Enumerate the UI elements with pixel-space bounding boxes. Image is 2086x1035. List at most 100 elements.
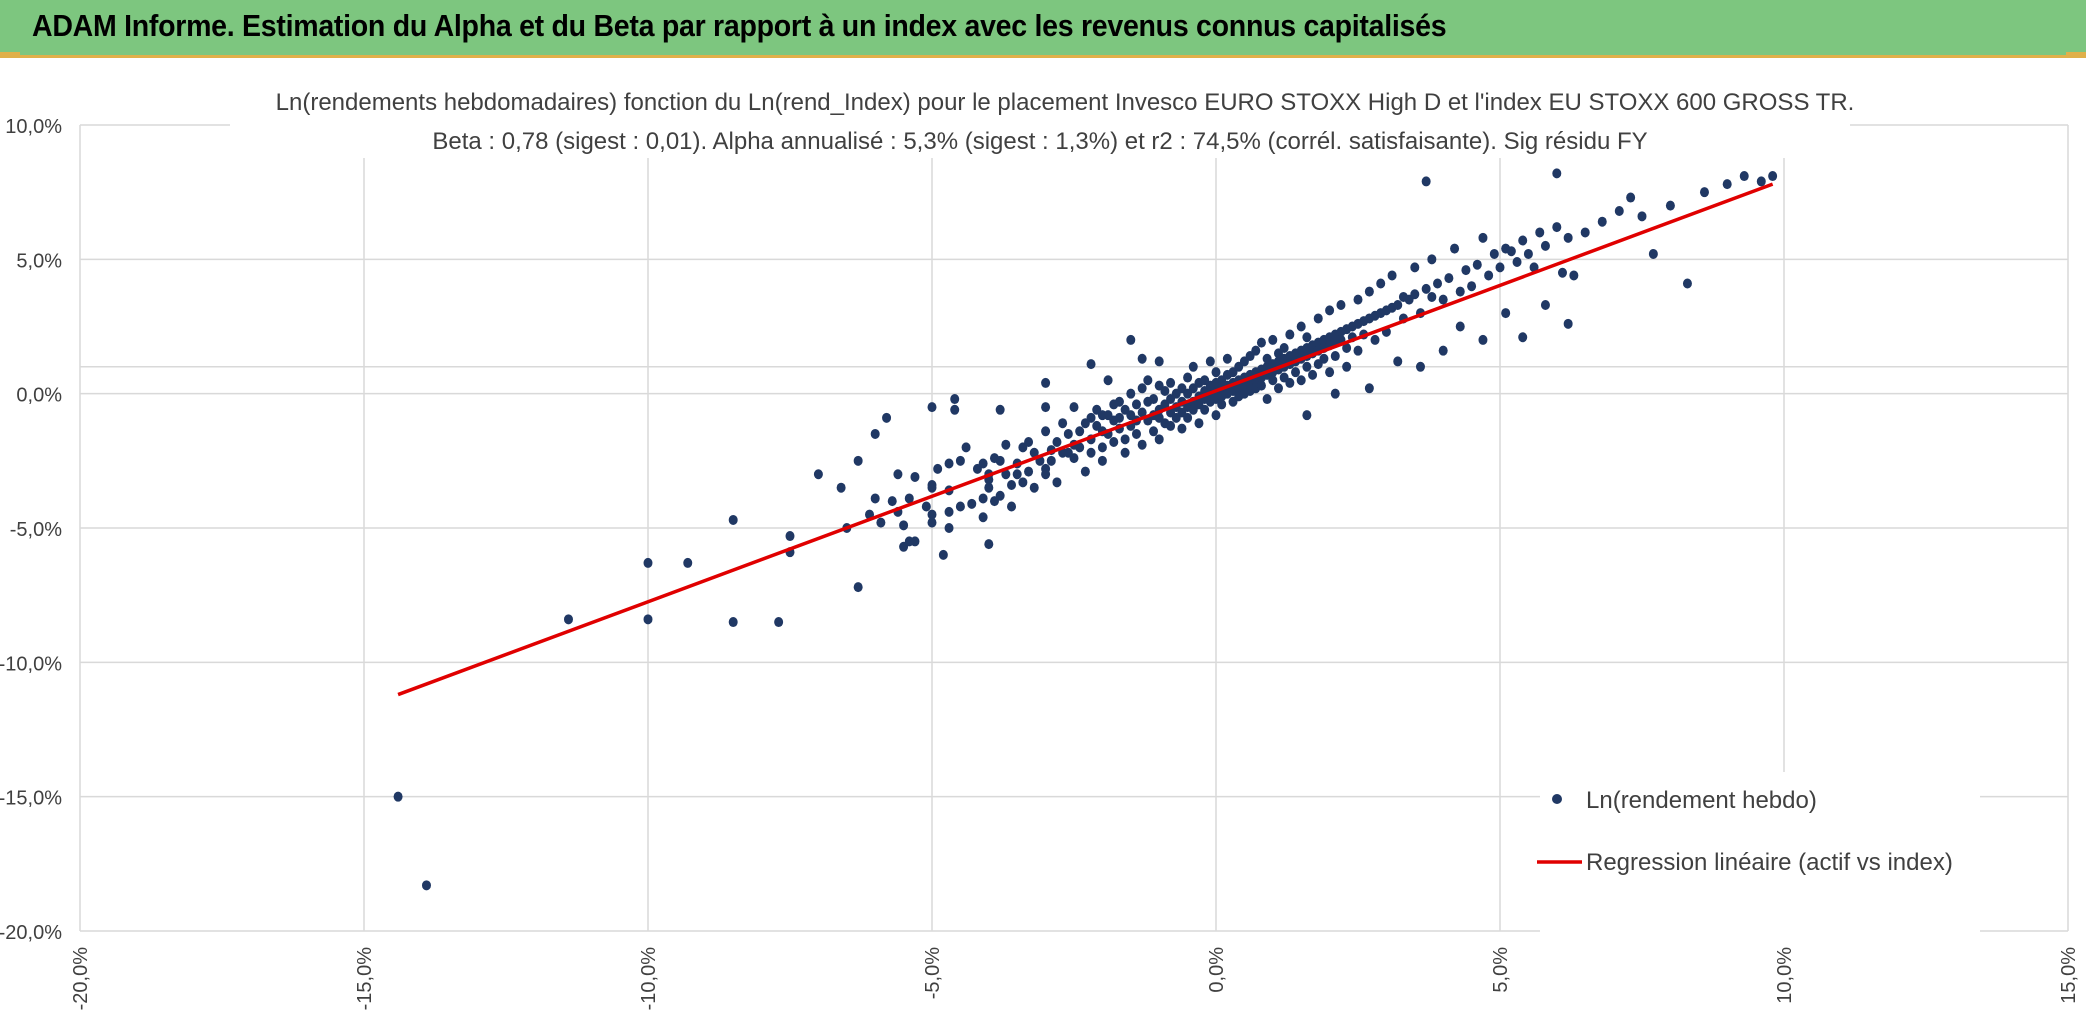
scatter-point (774, 617, 784, 628)
scatter-point (1325, 367, 1335, 378)
scatter-point (876, 517, 886, 528)
scatter-point (1296, 375, 1306, 386)
scatter-point (1302, 410, 1312, 421)
scatter-point (1007, 501, 1017, 512)
scatter-point (1018, 477, 1028, 488)
scatter-point (938, 549, 948, 560)
scatter-point (1699, 187, 1709, 198)
scatter-point (893, 469, 903, 480)
y-axis-tick-labels: 10,0% 5,0% 0,0% -5,0% -10,0% -15,0% -20,0% (0, 116, 62, 944)
scatter-point (1563, 318, 1573, 329)
scatter-point (1597, 216, 1607, 227)
scatter-point (1330, 351, 1340, 362)
scatter-point (1415, 361, 1425, 372)
scatter-point (978, 512, 988, 523)
y-tick-label: -20,0% (0, 922, 62, 944)
scatter-point (995, 404, 1005, 415)
scatter-point (1569, 270, 1579, 281)
scatter-point (899, 520, 909, 531)
y-tick-label: -15,0% (0, 788, 62, 810)
scatter-point (995, 455, 1005, 466)
scatter-point (1194, 418, 1204, 429)
scatter-point (1472, 259, 1482, 270)
scatter-point (1421, 176, 1431, 187)
scatter-point (1336, 300, 1346, 311)
scatter-point (978, 493, 988, 504)
scatter-point (1109, 437, 1119, 448)
scatter-point (1183, 372, 1193, 383)
scatter-point (1103, 375, 1113, 386)
scatter-point (1364, 286, 1374, 297)
scatter-point (1438, 345, 1448, 356)
scatter-point (950, 394, 960, 405)
scatter-point (1007, 480, 1017, 491)
scatter-point (933, 463, 943, 474)
scatter-point (1154, 356, 1164, 367)
scatter-point (1075, 426, 1085, 437)
scatter-point (1614, 205, 1624, 216)
scatter-point (1444, 273, 1454, 284)
y-tick-label: 0,0% (16, 385, 62, 407)
scatter-point (1097, 442, 1107, 453)
chart-legend: Ln(rendement hebdo) Regression linéaire … (1537, 772, 1980, 944)
scatter-point (1291, 367, 1301, 378)
scatter-point (1063, 428, 1073, 439)
scatter-point (1137, 353, 1147, 364)
x-tick-label: -10,0% (638, 947, 660, 1011)
scatter-point (1455, 321, 1465, 332)
scatter-point (1149, 426, 1159, 437)
scatter-point (1518, 332, 1528, 343)
scatter-point (1535, 227, 1545, 238)
scatter-point (955, 455, 965, 466)
scatter-point (1478, 232, 1488, 243)
scatter-point (563, 614, 573, 625)
scatter-point (1302, 332, 1312, 343)
scatter-point (1012, 469, 1022, 480)
scatter-point (955, 501, 965, 512)
scatter-point (1001, 439, 1011, 450)
scatter-point (1080, 466, 1090, 477)
scatter-point (1410, 289, 1420, 300)
x-tick-label: -5,0% (922, 947, 944, 999)
scatter-point (1461, 265, 1471, 276)
scatter-point (1552, 168, 1562, 179)
report-title: ADAM Informe. Estimation du Alpha et du … (32, 8, 1447, 43)
scatter-point (1682, 278, 1692, 289)
scatter-point (1648, 248, 1658, 259)
scatter-point (927, 509, 937, 520)
scatter-point (1319, 353, 1329, 364)
scatter-point (1506, 246, 1516, 257)
scatter-point (813, 469, 823, 480)
scatter-point (927, 402, 937, 413)
scatter-point (1217, 399, 1227, 410)
scatter-point (1563, 232, 1573, 243)
scatter-point (978, 458, 988, 469)
scatter-point (785, 531, 795, 542)
scatter-point (1279, 342, 1289, 353)
scatter-point (1075, 442, 1085, 453)
scatter-point (643, 557, 653, 568)
x-tick-label: 5,0% (1490, 947, 1512, 993)
scatter-point (1438, 294, 1448, 305)
scatter-point (1484, 270, 1494, 281)
scatter-point (1137, 383, 1147, 394)
scatter-point (1046, 455, 1056, 466)
scatter-point (1041, 469, 1051, 480)
scatter-point (1296, 321, 1306, 332)
scatter-point (1637, 211, 1647, 222)
scatter-point (1523, 248, 1533, 259)
scatter-point (1529, 262, 1539, 273)
scatter-point (728, 617, 738, 628)
scatter-point (1540, 240, 1550, 251)
scatter-point (1285, 329, 1295, 340)
scatter-point (1137, 439, 1147, 450)
scatter-point (1131, 399, 1141, 410)
scatter-point (1739, 171, 1749, 182)
scatter-point (1024, 437, 1034, 448)
x-tick-label: 15,0% (2058, 947, 2080, 1004)
scatter-point (1342, 361, 1352, 372)
scatter-point (1262, 394, 1272, 405)
scatter-point (1052, 477, 1062, 488)
scatter-point (1024, 466, 1034, 477)
scatter-point (1512, 257, 1522, 268)
